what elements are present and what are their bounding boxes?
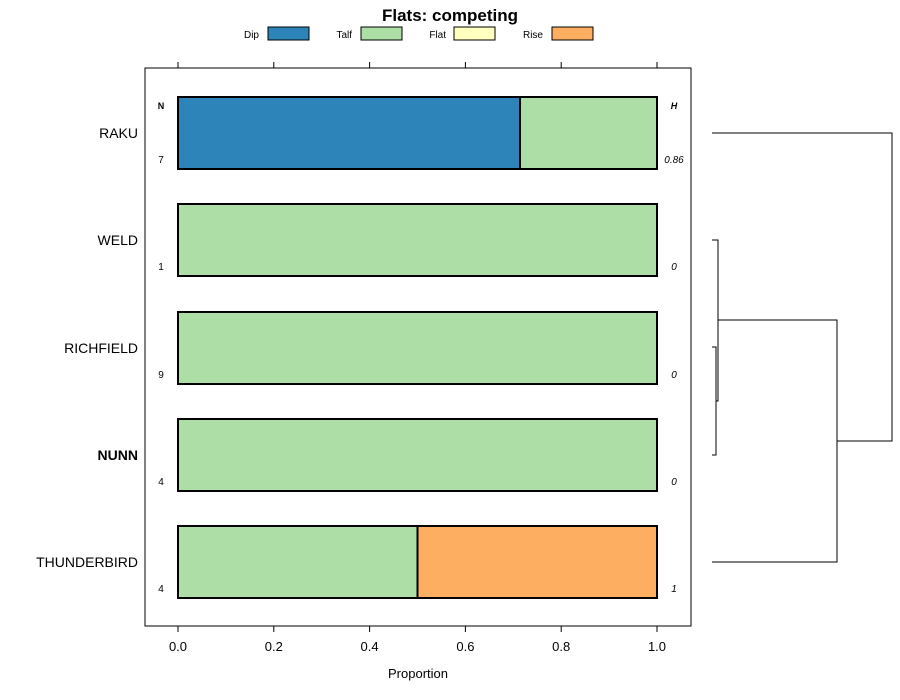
category-label: WELD <box>98 232 138 248</box>
legend-swatch <box>267 26 310 41</box>
category-label: RAKU <box>99 125 138 141</box>
x-axis: 0.0 0.2 0.4 0.6 0.8 1.0 <box>169 62 666 654</box>
bar-segment-talf <box>177 311 658 385</box>
n-value: 4 <box>158 477 164 488</box>
legend-label: Rise <box>523 30 543 41</box>
legend-swatch <box>360 26 403 41</box>
x-tick-label: 0.8 <box>552 639 570 654</box>
bar-segment-talf <box>519 96 658 170</box>
legend: Dip Talf Flat Rise <box>244 26 594 41</box>
plot-frame <box>144 67 692 627</box>
category-label: NUNN <box>98 447 138 463</box>
bar-segment-dip <box>177 96 522 170</box>
legend-label: Flat <box>429 30 446 41</box>
h-value: 0 <box>671 262 677 273</box>
bars <box>177 96 658 599</box>
h-value: 1 <box>671 584 677 595</box>
bar-segment-talf <box>177 525 419 599</box>
bar-segment-talf <box>177 203 658 277</box>
x-axis-label: Proportion <box>388 666 448 681</box>
h-column-header: H <box>671 101 678 111</box>
legend-label: Talf <box>336 30 352 41</box>
x-tick-label: 1.0 <box>648 639 666 654</box>
bar-segment-rise <box>416 525 658 599</box>
legend-label: Dip <box>244 30 259 41</box>
dendrogram-branch <box>712 319 838 563</box>
dendrogram-branch <box>712 132 893 442</box>
dendrogram-branch <box>712 239 719 402</box>
x-tick-label: 0.6 <box>456 639 474 654</box>
legend-swatch <box>551 26 594 41</box>
chart-title: Flats: competing <box>382 6 518 25</box>
category-label: RICHFIELD <box>64 340 138 356</box>
dendrogram <box>712 132 893 563</box>
n-value: 9 <box>158 370 164 381</box>
n-value: 4 <box>158 584 164 595</box>
category-label: THUNDERBIRD <box>36 554 138 570</box>
n-value: 1 <box>158 262 164 273</box>
n-value: 7 <box>158 155 164 166</box>
legend-swatch <box>453 26 496 41</box>
x-tick-label: 0.2 <box>265 639 283 654</box>
h-value: 0.86 <box>664 155 684 166</box>
x-tick-label: 0.4 <box>361 639 379 654</box>
h-value: 0 <box>671 477 677 488</box>
bar-segment-talf <box>177 418 658 492</box>
category-labels: RAKU WELD RICHFIELD NUNN THUNDERBIRD <box>36 125 138 570</box>
h-value: 0 <box>671 370 677 381</box>
n-h-labels: 7 0.86 1 0 9 0 4 0 4 1 <box>158 155 684 595</box>
dendrogram-branch <box>712 346 717 456</box>
n-column-header: N <box>158 101 165 111</box>
x-tick-label: 0.0 <box>169 639 187 654</box>
